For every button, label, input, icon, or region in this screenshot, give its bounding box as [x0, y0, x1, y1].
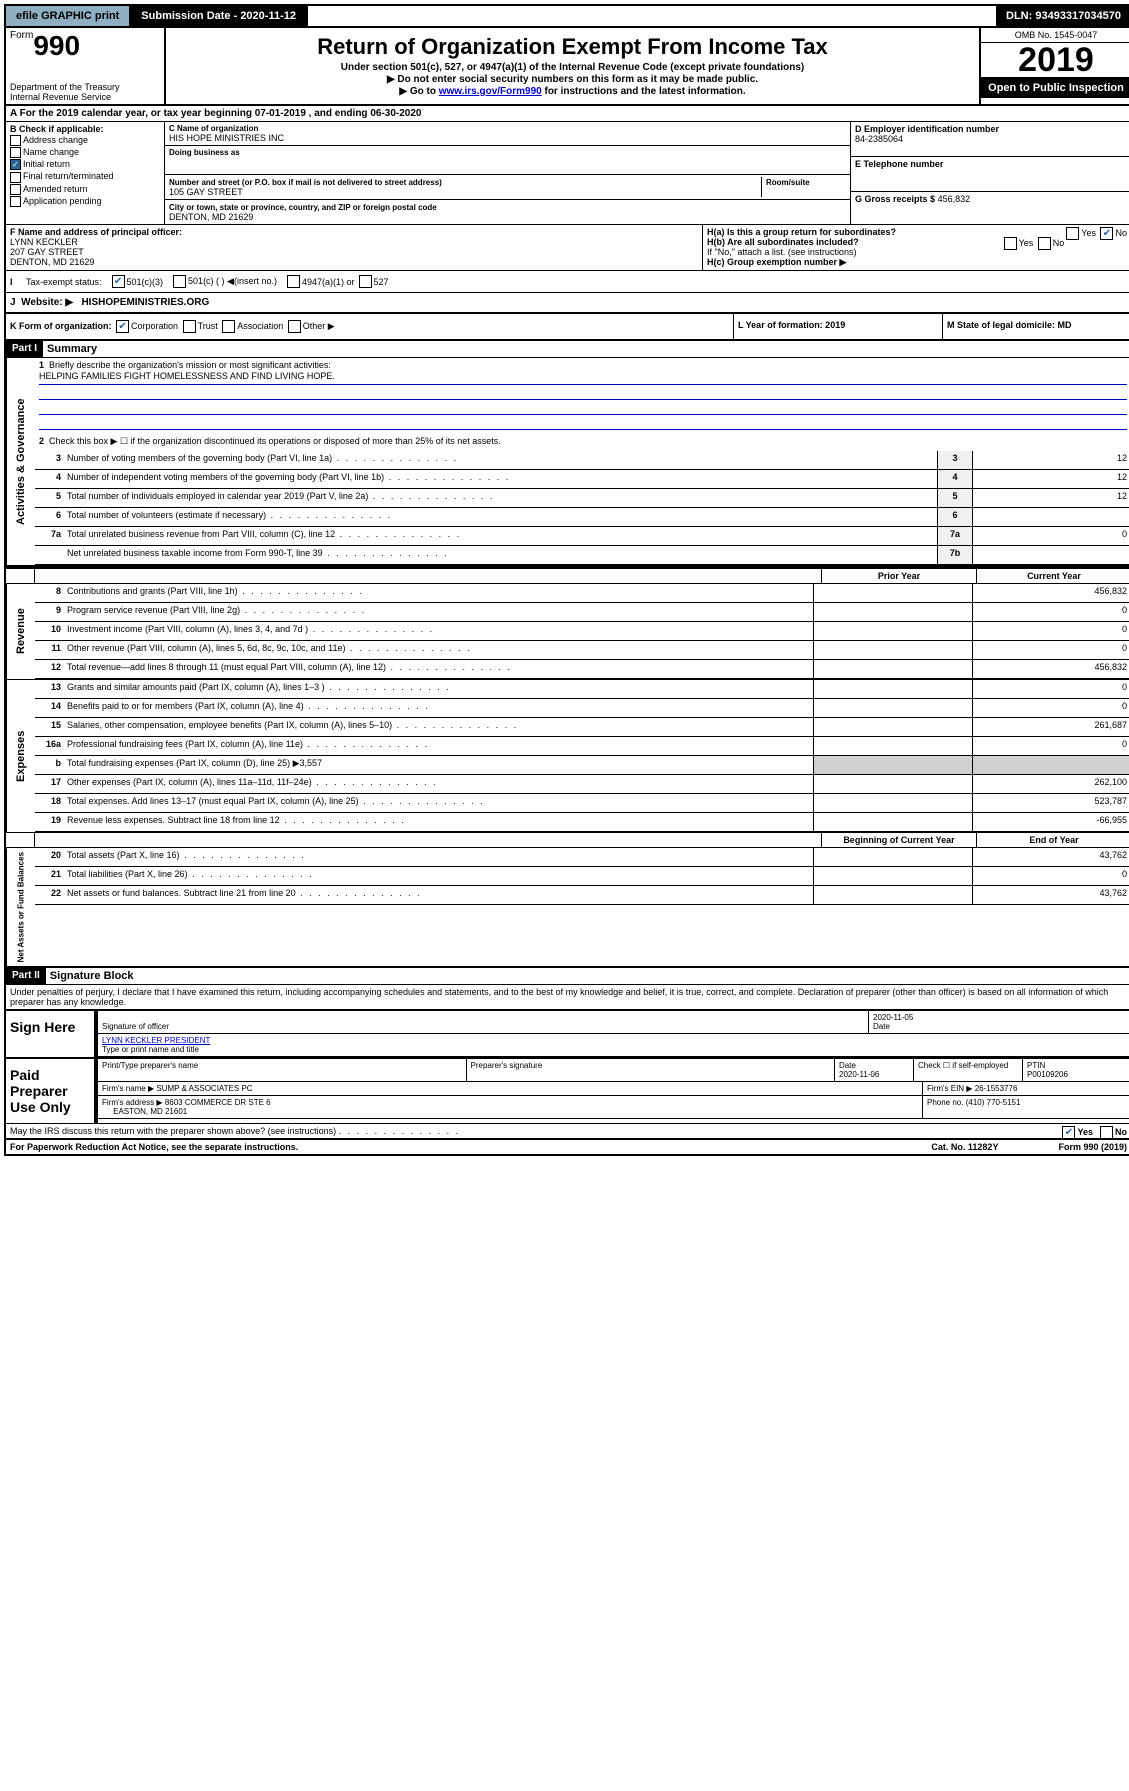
summary-line: 17Other expenses (Part IX, column (A), l…: [35, 775, 1129, 794]
gross-receipts: 456,832: [938, 194, 971, 204]
ein-label: D Employer identification number: [855, 124, 1127, 134]
top-toolbar: efile GRAPHIC print Submission Date - 20…: [4, 4, 1129, 28]
summary-line: 8Contributions and grants (Part VIII, li…: [35, 584, 1129, 603]
sign-here-label: Sign Here: [6, 1011, 98, 1057]
officer-name: LYNN KECKLER: [10, 237, 698, 247]
summary-line: 4Number of independent voting members of…: [35, 470, 1129, 489]
ptin-value: P00109206: [1027, 1070, 1068, 1079]
governance-label: Activities & Governance: [6, 358, 35, 565]
officer-printed-name: LYNN KECKLER PRESIDENT: [102, 1036, 210, 1045]
submission-date: Submission Date - 2020-11-12: [131, 6, 308, 26]
tax-year: 2019: [981, 43, 1129, 78]
firm-name: SUMP & ASSOCIATES PC: [156, 1084, 252, 1093]
irs-link[interactable]: www.irs.gov/Form990: [439, 86, 542, 97]
discuss-row: May the IRS discuss this return with the…: [6, 1123, 1129, 1140]
netassets-label: Net Assets or Fund Balances: [6, 848, 35, 966]
row-i-tax-status: I Tax-exempt status: 501(c)(3) 501(c) ( …: [6, 271, 1129, 293]
org-city: DENTON, MD 21629: [169, 212, 253, 222]
form-body: Form990 Department of the TreasuryIntern…: [4, 28, 1129, 1156]
summary-line: 12Total revenue—add lines 8 through 11 (…: [35, 660, 1129, 679]
dln-label: DLN: 93493317034570: [996, 6, 1129, 26]
row-j-website: J Website: ▶ HISHOPEMINISTRIES.ORG: [6, 293, 1129, 314]
row-a-tax-year: A For the 2019 calendar year, or tax yea…: [6, 106, 1129, 122]
efile-button[interactable]: efile GRAPHIC print: [6, 6, 131, 26]
summary-line: bTotal fundraising expenses (Part IX, co…: [35, 756, 1129, 775]
org-address: 105 GAY STREET: [169, 187, 243, 197]
section-f-h: F Name and address of principal officer:…: [6, 225, 1129, 271]
paid-preparer-label: Paid Preparer Use Only: [6, 1059, 98, 1123]
summary-line: 11Other revenue (Part VIII, column (A), …: [35, 641, 1129, 660]
row-k: K Form of organization: Corporation Trus…: [6, 314, 1129, 341]
summary-line: 14Benefits paid to or for members (Part …: [35, 699, 1129, 718]
summary-line: 7aTotal unrelated business revenue from …: [35, 527, 1129, 546]
dept-label: Department of the TreasuryInternal Reven…: [10, 82, 160, 102]
website-value: HISHOPEMINISTRIES.ORG: [81, 297, 209, 308]
summary-line: 9Program service revenue (Part VIII, lin…: [35, 603, 1129, 622]
summary-line: 19Revenue less expenses. Subtract line 1…: [35, 813, 1129, 832]
perjury-declaration: Under penalties of perjury, I declare th…: [6, 985, 1129, 1009]
form-header: Form990 Department of the TreasuryIntern…: [6, 28, 1129, 106]
summary-line: 15Salaries, other compensation, employee…: [35, 718, 1129, 737]
summary-line: 10Investment income (Part VIII, column (…: [35, 622, 1129, 641]
summary-line: 22Net assets or fund balances. Subtract …: [35, 886, 1129, 905]
summary-line: 20Total assets (Part X, line 16)43,762: [35, 848, 1129, 867]
summary-line: 18Total expenses. Add lines 13–17 (must …: [35, 794, 1129, 813]
current-year-header: Current Year: [976, 569, 1129, 583]
revenue-label: Revenue: [6, 584, 35, 679]
footer-left: For Paperwork Reduction Act Notice, see …: [10, 1142, 298, 1152]
expenses-label: Expenses: [6, 680, 35, 832]
part-i-header: Part I Summary: [6, 341, 1129, 358]
summary-line: 5Total number of individuals employed in…: [35, 489, 1129, 508]
footer-form: Form 990 (2019): [1058, 1142, 1127, 1152]
summary-line: 21Total liabilities (Part X, line 26)0: [35, 867, 1129, 886]
summary-line: 6Total number of volunteers (estimate if…: [35, 508, 1129, 527]
ein-value: 84-2385064: [855, 134, 1127, 144]
open-public-badge: Open to Public Inspection: [981, 78, 1129, 98]
form-subtitle: Under section 501(c), 527, or 4947(a)(1)…: [170, 62, 975, 73]
form-number: 990: [33, 30, 80, 61]
summary-line: 13Grants and similar amounts paid (Part …: [35, 680, 1129, 699]
form-note2: ▶ Go to www.irs.gov/Form990 for instruct…: [170, 86, 975, 97]
summary-line: 3Number of voting members of the governi…: [35, 451, 1129, 470]
c-name-label: C Name of organization: [169, 124, 846, 133]
section-b-label: B Check if applicable:: [10, 124, 160, 134]
form-word: Form: [10, 30, 33, 41]
summary-line: 16aProfessional fundraising fees (Part I…: [35, 737, 1129, 756]
state-domicile: M State of legal domicile: MD: [947, 320, 1072, 330]
org-name: HIS HOPE MINISTRIES INC: [169, 133, 846, 143]
mission-text: HELPING FAMILIES FIGHT HOMELESSNESS AND …: [39, 370, 1127, 385]
form-note1: ▶ Do not enter social security numbers o…: [170, 74, 975, 85]
section-b-c-d: B Check if applicable: Address change Na…: [6, 122, 1129, 225]
prior-year-header: Prior Year: [821, 569, 976, 583]
summary-line: Net unrelated business taxable income fr…: [35, 546, 1129, 565]
year-formation: L Year of formation: 2019: [738, 320, 845, 330]
form-title: Return of Organization Exempt From Incom…: [170, 34, 975, 60]
part-ii-header: Part II Signature Block: [6, 966, 1129, 985]
